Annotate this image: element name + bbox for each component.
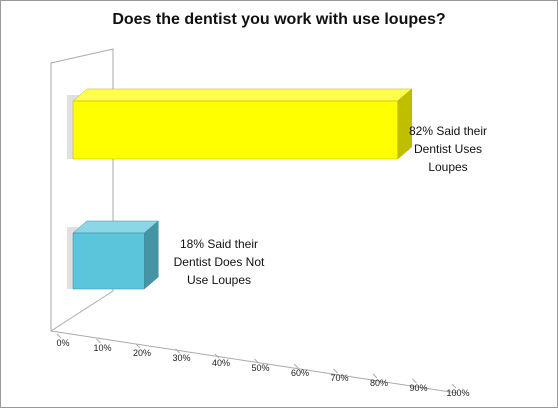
x-tick: [254, 358, 259, 364]
x-tick: [372, 373, 378, 379]
bar-face: [72, 100, 398, 160]
back-wall: [50, 48, 114, 332]
x-tick-label: 50%: [251, 363, 269, 373]
x-tick: [56, 333, 62, 339]
x-tick-label: 0%: [56, 338, 69, 348]
x-tick-label: 10%: [93, 343, 111, 353]
x-tick: [175, 348, 180, 354]
x-tick: [293, 363, 299, 369]
x-tick-label: 30%: [172, 353, 190, 363]
value-label: 18% Said their Dentist Does Not Use Loup…: [173, 237, 265, 287]
x-tick: [333, 368, 338, 374]
x-tick-label: 90%: [409, 383, 427, 393]
x-tick-label: 60%: [291, 368, 309, 378]
value-label: 82% Said their Dentist Uses Loupes: [408, 124, 488, 174]
x-tick: [135, 343, 141, 349]
bar-face: [72, 88, 413, 102]
x-tick-label: 40%: [212, 358, 230, 368]
x-tick: [214, 353, 220, 359]
x-tick-label: 70%: [330, 373, 348, 383]
x-tick-label: 80%: [370, 378, 388, 388]
x-tick-label: 20%: [133, 348, 151, 358]
bar: [72, 220, 159, 290]
chart-title: Does the dentist you work with use loupe…: [112, 11, 446, 28]
x-tick: [412, 378, 417, 384]
x-tick: [451, 383, 457, 389]
x-tick: [96, 338, 101, 344]
bar: [72, 88, 413, 160]
bar-face: [144, 220, 159, 290]
bar-face: [72, 232, 145, 290]
x-tick-label: 100%: [446, 388, 469, 398]
floor-edge: [50, 330, 458, 394]
bar-face: [72, 220, 159, 234]
